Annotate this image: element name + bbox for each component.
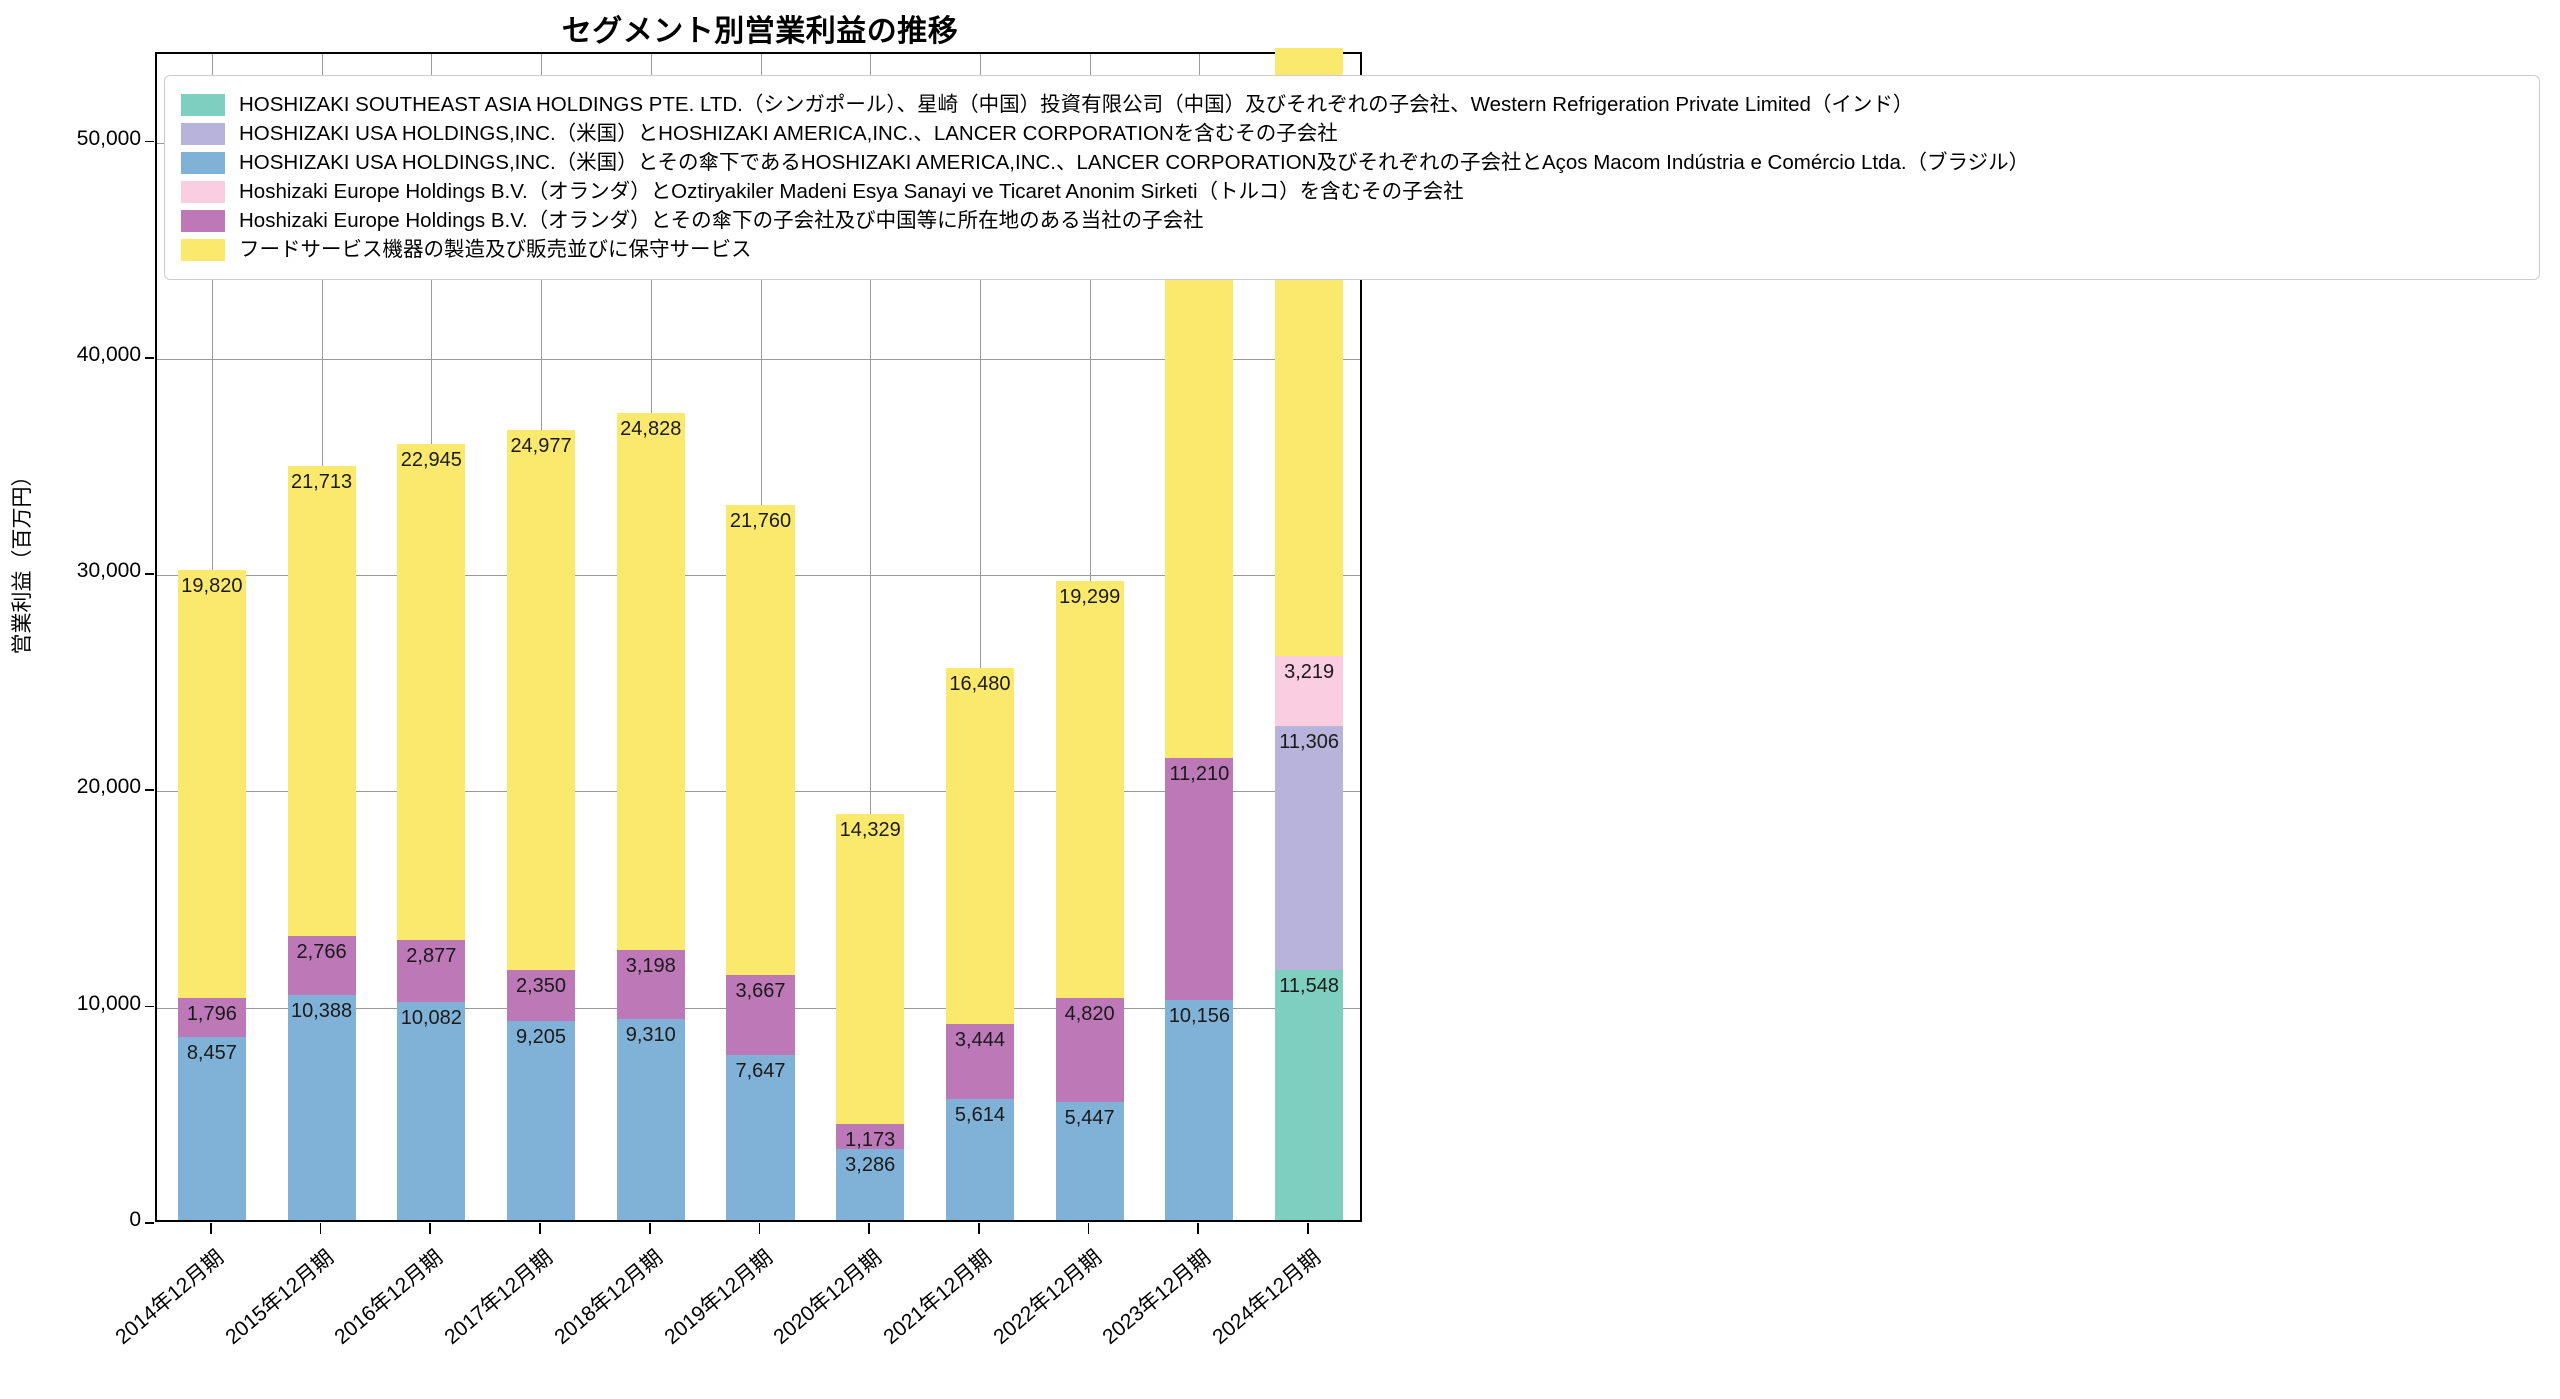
bar-segment[interactable] [397,1001,466,1220]
legend-item[interactable]: Hoshizaki Europe Holdings B.V.（オランダ）とその傘… [181,207,2521,235]
x-tick-mark [429,1223,432,1234]
x-tick-mark [1087,1223,1090,1234]
legend-item[interactable]: フードサービス機器の製造及び販売並びに保守サービス [181,236,2521,264]
bar-column[interactable]: 5,447 4,820 19,299 [1055,50,1124,1220]
x-tick-mark [1197,1223,1200,1234]
legend-item[interactable]: HOSHIZAKI USA HOLDINGS,INC.（米国）とその傘下であるH… [181,149,2521,177]
legend-item[interactable]: Hoshizaki Europe Holdings B.V.（オランダ）とOzt… [181,178,2521,206]
bar-segment[interactable] [287,465,356,936]
bar-segment[interactable] [397,939,466,1002]
y-tick-mark [145,573,154,575]
bar-column[interactable]: 8,457 1,796 19,820 [177,50,246,1220]
bar-segment[interactable] [177,1037,246,1220]
legend-swatch-icon [181,94,225,116]
bar-segment[interactable] [836,1148,905,1220]
y-tick-mark [145,356,154,359]
bar-segment[interactable] [1055,1102,1124,1220]
y-tick-mark [145,140,154,143]
legend-label: フードサービス機器の製造及び販売並びに保守サービス [239,237,752,261]
x-gridline [870,54,872,1220]
y-tick-label: 30,000 [76,559,141,583]
page-title: セグメント別営業利益の推移 [561,15,959,48]
x-tick-mark [1307,1223,1309,1234]
bar-segment[interactable] [507,1020,576,1220]
bar-segment[interactable] [1275,725,1344,971]
bar-segment[interactable] [945,1024,1014,1099]
bar-column[interactable]: 9,205 2,350 24,977 [507,50,576,1220]
x-tick-mark [319,1223,322,1234]
x-tick-mark [209,1223,212,1234]
bar-segment[interactable] [726,504,795,976]
legend-label: Hoshizaki Europe Holdings B.V.（オランダ）とその傘… [239,208,1204,232]
bar-segment[interactable] [616,949,685,1019]
legend-label: HOSHIZAKI SOUTHEAST ASIA HOLDINGS PTE. L… [239,92,1914,116]
y-gridline [157,358,1360,360]
legend-swatch-icon [181,239,225,261]
bar-segment[interactable] [287,995,356,1220]
y-tick-label: 40,000 [76,342,141,366]
bar-segment[interactable] [616,1018,685,1220]
y-tick-mark [145,789,154,792]
bar-segment[interactable] [177,569,246,999]
x-tick-mark [648,1223,651,1234]
x-gridline [979,54,981,1220]
legend-label: HOSHIZAKI USA HOLDINGS,INC.（米国）とHOSHIZAK… [239,121,1338,145]
bar-segment[interactable] [507,429,576,971]
bar-segment[interactable] [397,443,466,940]
x-tick-mark [868,1223,871,1234]
x-tick-mark [758,1223,761,1234]
bar-segment[interactable] [287,935,356,996]
y-tick-label: 0 [129,1208,141,1231]
bar-segment[interactable] [945,1098,1014,1220]
bar-segment[interactable] [945,667,1014,1025]
bar-segment[interactable] [836,813,905,1124]
bar-segment[interactable] [1275,970,1344,1220]
bar-segment[interactable] [1055,580,1124,998]
bar-column[interactable]: 9,310 3,198 24,828 [616,50,685,1220]
legend-label: Hoshizaki Europe Holdings B.V.（オランダ）とOzt… [239,179,1464,203]
legend-swatch-icon [181,181,225,203]
legend-item[interactable]: HOSHIZAKI USA HOLDINGS,INC.（米国）とHOSHIZAK… [181,120,2521,148]
bar-segment[interactable] [177,998,246,1038]
x-tick-mark [977,1223,980,1234]
bar-segment[interactable] [726,1054,795,1220]
bar-segment[interactable] [1275,656,1344,726]
bar-segment[interactable] [726,975,795,1055]
bar-column[interactable]: 7,647 3,667 21,760 [726,50,795,1220]
legend-item[interactable]: HOSHIZAKI SOUTHEAST ASIA HOLDINGS PTE. L… [181,91,2521,119]
legend: HOSHIZAKI SOUTHEAST ASIA HOLDINGS PTE. L… [164,75,2540,280]
y-tick-label: 10,000 [76,991,141,1015]
legend-label: HOSHIZAKI USA HOLDINGS,INC.（米国）とその傘下であるH… [239,150,2030,174]
legend-swatch-icon [181,123,225,145]
y-tick-label: 50,000 [76,126,141,150]
y-tick-label: 20,000 [76,775,141,799]
bar-segment[interactable] [507,970,576,1021]
bar-segment[interactable] [1055,997,1124,1103]
bar-segment[interactable] [836,1123,905,1149]
y-tick-mark [145,1005,154,1008]
legend-swatch-icon [181,152,225,174]
bar-segment[interactable] [1165,757,1234,1001]
legend-swatch-icon [181,210,225,232]
bar-segment[interactable] [1165,1000,1234,1220]
bar-column[interactable]: 3,286 1,173 14,329 [836,50,905,1220]
bar-segment[interactable] [1165,242,1234,758]
x-tick-mark [539,1223,541,1234]
bar-segment[interactable] [616,412,685,950]
y-tick-mark [145,1222,154,1224]
